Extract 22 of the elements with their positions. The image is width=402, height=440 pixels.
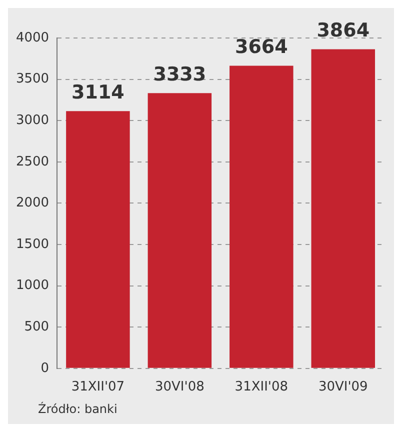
data-label: 3664 — [234, 36, 288, 58]
y-tick-label: 0 — [40, 360, 50, 376]
y-tick-label: 1500 — [16, 236, 50, 252]
data-label: 3864 — [316, 20, 370, 42]
y-tick-label: 500 — [24, 319, 50, 334]
data-label: 3333 — [153, 64, 206, 86]
bar — [66, 111, 130, 368]
text: Źródło: banki — [37, 400, 118, 418]
y-tick-label: 4000 — [16, 30, 50, 46]
x-tick-label: 31XII'07 — [71, 380, 125, 395]
y-tick-label: 3500 — [16, 72, 50, 87]
x-tick-label: 30VI'09 — [318, 380, 368, 395]
bar — [148, 93, 212, 368]
y-tick-label: 2000 — [16, 196, 50, 211]
data-label: 3114 — [72, 82, 124, 104]
bar — [230, 66, 294, 368]
bar — [311, 49, 376, 368]
x-tick-label: 31XII'08 — [234, 380, 288, 395]
y-tick-label: 3000 — [16, 112, 50, 128]
y-tick-label: 1000 — [16, 278, 50, 294]
y-tick-label: 2500 — [16, 154, 50, 170]
x-tick-label: 30VI'08 — [154, 380, 204, 395]
